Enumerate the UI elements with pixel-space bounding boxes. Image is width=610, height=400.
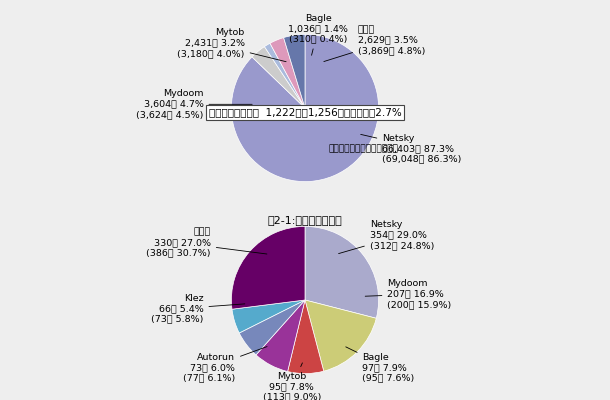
Wedge shape bbox=[305, 226, 379, 318]
Wedge shape bbox=[287, 300, 324, 374]
Wedge shape bbox=[264, 43, 305, 108]
Text: Autorun
73件 6.0%
(77件 6.1%): Autorun 73件 6.0% (77件 6.1%) bbox=[183, 346, 267, 383]
Wedge shape bbox=[305, 300, 376, 371]
Wedge shape bbox=[252, 46, 305, 108]
Wedge shape bbox=[284, 34, 305, 108]
Text: Bagle
97件 7.9%
(95件 7.6%): Bagle 97件 7.9% (95件 7.6%) bbox=[346, 347, 415, 383]
Text: Netsky
354件 29.0%
(312件 24.8%): Netsky 354件 29.0% (312件 24.8%) bbox=[339, 220, 434, 254]
Text: Netsky
66,403個 87.3%
(69,048個 86.3%): Netsky 66,403個 87.3% (69,048個 86.3%) bbox=[361, 134, 462, 163]
Text: Mytob
2,431個 3.2%
(3,180個 4.0%): Mytob 2,431個 3.2% (3,180個 4.0%) bbox=[178, 28, 286, 62]
Wedge shape bbox=[231, 34, 379, 182]
Wedge shape bbox=[232, 300, 305, 333]
Text: ウイルス届出件数  1,222件（1,256件）前月比－2.7%: ウイルス届出件数 1,222件（1,256件）前月比－2.7% bbox=[209, 107, 401, 117]
Text: Mydoom
3,604個 4.7%
(3,624個 4.5%): Mydoom 3,604個 4.7% (3,624個 4.5%) bbox=[136, 90, 252, 119]
Text: （注：括弧内は前月の数値）: （注：括弧内は前月の数値） bbox=[329, 145, 399, 154]
Wedge shape bbox=[231, 226, 305, 309]
Text: その他
2,629個 3.5%
(3,869個 4.8%): その他 2,629個 3.5% (3,869個 4.8%) bbox=[324, 25, 425, 62]
Text: Mydoom
207件 16.9%
(200件 15.9%): Mydoom 207件 16.9% (200件 15.9%) bbox=[365, 279, 451, 309]
Text: 図2-1:ウイルス検出数: 図2-1:ウイルス検出数 bbox=[268, 215, 342, 225]
Text: その他
330件 27.0%
(386件 30.7%): その他 330件 27.0% (386件 30.7%) bbox=[146, 228, 267, 258]
Wedge shape bbox=[256, 300, 305, 372]
Text: Bagle
1,036個 1.4%
(310個 0.4%): Bagle 1,036個 1.4% (310個 0.4%) bbox=[289, 14, 348, 55]
Text: Mytob
95件 7.8%
(113件 9.0%): Mytob 95件 7.8% (113件 9.0%) bbox=[262, 363, 321, 400]
Text: Klez
66件 5.4%
(73件 5.8%): Klez 66件 5.4% (73件 5.8%) bbox=[151, 294, 245, 324]
Wedge shape bbox=[270, 38, 305, 108]
Wedge shape bbox=[239, 300, 305, 355]
